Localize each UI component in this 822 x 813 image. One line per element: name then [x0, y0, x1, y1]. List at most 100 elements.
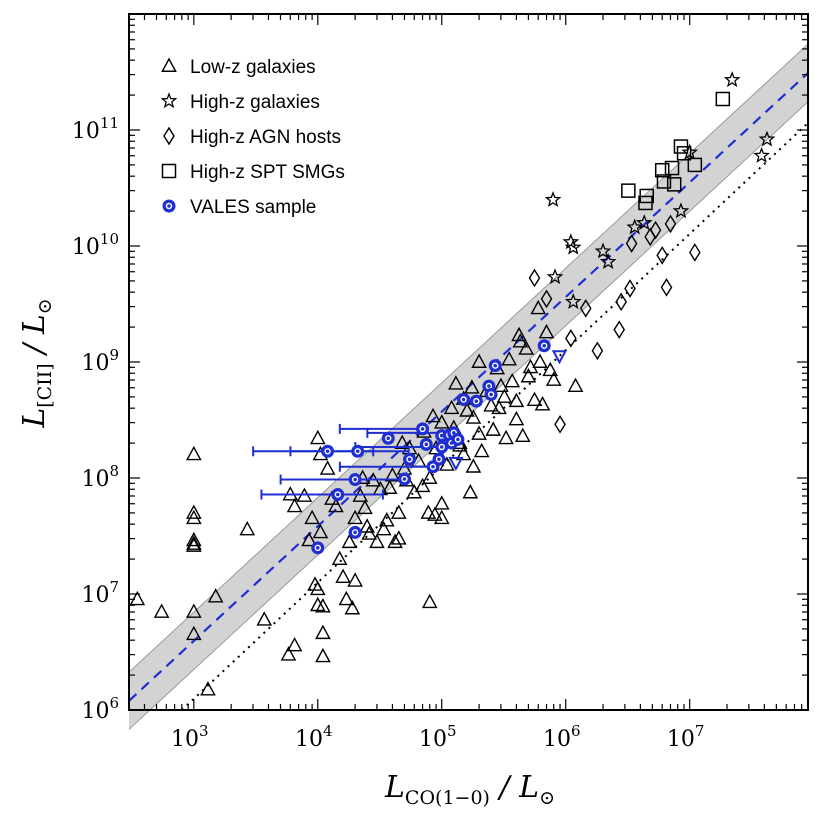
vales-marker — [321, 444, 335, 458]
vales-marker — [451, 432, 465, 446]
agn-host-marker — [656, 246, 669, 265]
low-z-galaxy-marker — [185, 603, 202, 618]
spt-smg-marker — [664, 160, 680, 176]
low-z-galaxy-marker — [369, 533, 385, 549]
low-z-galaxy-marker — [498, 429, 514, 445]
high-z-galaxy-marker — [672, 202, 690, 219]
low-z-galaxy-marker — [542, 361, 559, 377]
low-z-galaxy-marker — [414, 477, 431, 493]
agn-host-marker — [689, 243, 701, 262]
vales-marker-dot — [461, 397, 466, 402]
vales-marker — [351, 444, 365, 458]
series-diamond — [528, 214, 701, 434]
spt-smg-marker — [666, 177, 682, 192]
vales-marker — [469, 394, 483, 408]
spt-smg-marker — [656, 174, 672, 189]
legend-label: Low-z galaxies — [190, 57, 316, 78]
low-z-galaxy-marker — [455, 445, 472, 461]
low-z-galaxy-marker — [335, 568, 351, 583]
vales-upper-limit-marker — [551, 350, 568, 365]
agn-host-marker — [664, 214, 677, 234]
high-z-galaxy-marker — [594, 242, 612, 259]
agn-host-marker — [624, 279, 636, 298]
low-z-galaxy-marker — [286, 637, 303, 652]
low-z-galaxy-marker — [448, 375, 464, 390]
low-z-galaxy-marker — [185, 535, 202, 550]
vales-marker-dot — [353, 477, 357, 482]
series-star — [544, 71, 776, 309]
low-z-galaxy-marker — [129, 590, 146, 606]
low-z-galaxy-marker — [315, 624, 331, 640]
high-z-galaxy-marker — [546, 268, 564, 285]
series-square — [621, 91, 731, 211]
legend-label: VALES sample — [190, 197, 316, 218]
vales-marker — [435, 440, 449, 454]
legend-entry: VALES sample — [162, 197, 316, 218]
vales-marker — [311, 541, 325, 555]
legend-label: High-z galaxies — [190, 92, 320, 113]
low-z-galaxy-marker — [493, 377, 509, 393]
vales-marker-dot — [335, 492, 340, 497]
low-z-galaxy-marker — [375, 521, 392, 536]
low-z-galaxy-marker — [381, 479, 398, 494]
low-z-galaxy-marker — [200, 681, 216, 696]
high-z-galaxy-marker — [564, 293, 582, 309]
y-tick-label: 1011 — [72, 114, 119, 144]
legend-entry: Low-z galaxies — [161, 57, 316, 78]
low-z-galaxy-marker — [185, 504, 202, 519]
y-tick-label: 107 — [81, 578, 119, 608]
agn-host-marker — [528, 268, 541, 288]
low-z-galaxy-marker — [357, 499, 373, 515]
y-tick-label: 1010 — [72, 230, 119, 260]
vales-upper-limit-marker — [448, 456, 464, 471]
low-z-galaxy-marker — [328, 497, 344, 513]
spt-smg-marker — [687, 157, 703, 173]
legend-label: High-z AGN hosts — [190, 127, 341, 148]
vales-marker-dot — [451, 431, 456, 435]
vales-marker — [457, 393, 471, 407]
low-z-galaxy-marker — [465, 409, 482, 424]
vales-marker-dot — [386, 436, 391, 441]
low-z-galaxy-marker — [443, 399, 460, 415]
low-z-galaxy-marker — [239, 521, 256, 536]
agn-host-marker — [613, 320, 626, 339]
low-z-galaxy-marker — [427, 506, 443, 521]
legend-label: High-z SPT SMGs — [190, 162, 345, 183]
y-tick-label: 106 — [81, 694, 119, 724]
low-z-galaxy-marker — [256, 611, 273, 626]
low-z-galaxy-marker — [471, 353, 487, 368]
spt-smg-marker — [676, 146, 692, 161]
low-z-galaxy-marker — [530, 299, 547, 315]
low-z-galaxy-marker — [304, 509, 320, 525]
low-z-galaxy-marker — [504, 372, 521, 388]
low-z-galaxy-marker — [420, 504, 437, 519]
high-z-galaxy-marker — [544, 191, 562, 207]
low-z-galaxy-marker — [361, 525, 378, 540]
low-z-galaxy-marker — [286, 497, 303, 513]
vales-marker — [484, 387, 498, 401]
low-z-galaxy-marker — [567, 377, 584, 393]
vales-marker-dot — [489, 392, 493, 397]
low-z-galaxy-marker — [161, 57, 177, 72]
low-z-galaxy-marker — [520, 368, 537, 383]
vales-marker — [397, 472, 411, 486]
low-z-galaxy-marker — [312, 523, 329, 539]
vales-marker-dot — [167, 204, 171, 208]
spt-smg-marker — [639, 188, 654, 204]
low-z-galaxy-marker — [473, 442, 490, 458]
agn-host-marker — [565, 329, 577, 348]
agn-host-marker — [615, 292, 627, 312]
low-z-galaxy-marker — [319, 460, 336, 475]
low-z-galaxy-marker — [485, 421, 502, 436]
x-tick-label: 104 — [295, 722, 333, 752]
high-z-galaxy-marker — [753, 146, 770, 163]
low-z-galaxy-marker — [433, 509, 450, 525]
legend: Low-z galaxies High-z galaxies High-z AGN … — [160, 57, 345, 218]
high-z-galaxy-marker — [562, 233, 580, 250]
vales-marker — [488, 359, 502, 373]
low-z-galaxy-marker — [464, 379, 480, 394]
y-tick-label: 109 — [81, 346, 119, 376]
low-z-galaxy-marker — [514, 427, 531, 442]
high-z-galaxy-marker — [599, 253, 617, 269]
low-z-galaxy-marker — [511, 326, 527, 342]
